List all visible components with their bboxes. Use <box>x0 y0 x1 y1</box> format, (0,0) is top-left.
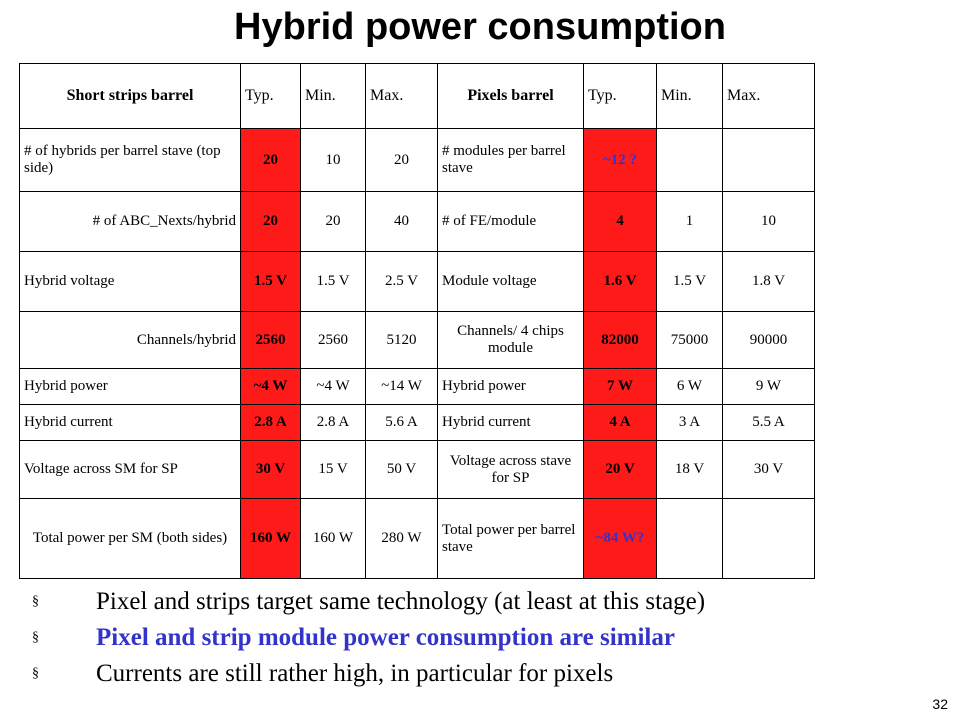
strips-param: Hybrid voltage <box>19 251 241 312</box>
pixels-typ: 1.6 V <box>583 251 657 312</box>
table-row: Hybrid power ~4 W ~4 W ~14 W Hybrid powe… <box>19 368 815 405</box>
pixels-max: 9 W <box>722 368 815 405</box>
pixels-max: 90000 <box>722 311 815 369</box>
pixels-param: # of FE/module <box>437 191 584 252</box>
strips-min: 15 V <box>300 440 366 499</box>
pixels-param: Module voltage <box>437 251 584 312</box>
header-short-strips-barrel: Short strips barrel <box>19 63 241 129</box>
power-table: Short strips barrel Typ. Min. Max. Pixel… <box>19 63 815 579</box>
strips-param: Channels/hybrid <box>19 311 241 369</box>
pixels-min <box>656 128 723 192</box>
table-row: Voltage across SM for SP 30 V 15 V 50 V … <box>19 440 815 499</box>
bullet-item-highlighted: § Pixel and strip module power consumpti… <box>30 620 950 656</box>
pixels-min: 3 A <box>656 404 723 441</box>
pixels-param: Total power per barrel stave <box>437 498 584 579</box>
strips-min: 20 <box>300 191 366 252</box>
strips-max: 5.6 A <box>365 404 438 441</box>
strips-max: ~14 W <box>365 368 438 405</box>
strips-typ: 2.8 A <box>240 404 301 441</box>
slide-title: Hybrid power consumption <box>234 6 726 48</box>
pixels-min: 6 W <box>656 368 723 405</box>
strips-param: Voltage across SM for SP <box>19 440 241 499</box>
strips-typ: 20 <box>240 128 301 192</box>
pixels-max: 10 <box>722 191 815 252</box>
strips-min: 2560 <box>300 311 366 369</box>
strips-param: Hybrid power <box>19 368 241 405</box>
header-pixels-barrel: Pixels barrel <box>437 63 584 129</box>
page-number: 32 <box>932 696 948 712</box>
strips-typ: 1.5 V <box>240 251 301 312</box>
bullet-marker-icon: § <box>32 594 39 609</box>
strips-max: 50 V <box>365 440 438 499</box>
pixels-typ: ~12 ? <box>583 128 657 192</box>
strips-min: 1.5 V <box>300 251 366 312</box>
pixels-min: 18 V <box>656 440 723 499</box>
header-pixels-typ: Typ. <box>583 63 657 129</box>
bullet-list: § Pixel and strips target same technolog… <box>30 584 950 692</box>
bullet-marker-icon: § <box>32 666 39 681</box>
table-row: Hybrid voltage 1.5 V 1.5 V 2.5 V Module … <box>19 251 815 312</box>
pixels-max: 1.8 V <box>722 251 815 312</box>
strips-min: 10 <box>300 128 366 192</box>
table-row: Hybrid current 2.8 A 2.8 A 5.6 A Hybrid … <box>19 404 815 441</box>
strips-param: # of hybrids per barrel stave (top side) <box>19 128 241 192</box>
header-pixels-max: Max. <box>722 63 815 129</box>
table-row: # of hybrids per barrel stave (top side)… <box>19 128 815 192</box>
header-pixels-min: Min. <box>656 63 723 129</box>
table-row: Channels/hybrid 2560 2560 5120 Channels/… <box>19 311 815 369</box>
header-strips-min: Min. <box>300 63 366 129</box>
pixels-param: Hybrid current <box>437 404 584 441</box>
pixels-param: Voltage across stave for SP <box>437 440 584 499</box>
strips-typ: 30 V <box>240 440 301 499</box>
pixels-typ: ~84 W? <box>583 498 657 579</box>
pixels-max: 30 V <box>722 440 815 499</box>
table-header-row: Short strips barrel Typ. Min. Max. Pixel… <box>19 63 815 129</box>
bullet-marker-icon: § <box>32 630 39 645</box>
bullet-text: Pixel and strip module power consumption… <box>96 624 675 651</box>
strips-max: 2.5 V <box>365 251 438 312</box>
strips-typ: 20 <box>240 191 301 252</box>
header-strips-max: Max. <box>365 63 438 129</box>
strips-param: Hybrid current <box>19 404 241 441</box>
strips-min: 2.8 A <box>300 404 366 441</box>
strips-typ: 160 W <box>240 498 301 579</box>
table-row: Total power per SM (both sides) 160 W 16… <box>19 498 815 579</box>
pixels-min: 1 <box>656 191 723 252</box>
strips-max: 5120 <box>365 311 438 369</box>
pixels-min <box>656 498 723 579</box>
strips-typ: 2560 <box>240 311 301 369</box>
pixels-min: 1.5 V <box>656 251 723 312</box>
pixels-min: 75000 <box>656 311 723 369</box>
pixels-typ: 20 V <box>583 440 657 499</box>
header-strips-typ: Typ. <box>240 63 301 129</box>
strips-param: Total power per SM (both sides) <box>19 498 241 579</box>
strips-min: ~4 W <box>300 368 366 405</box>
strips-max: 20 <box>365 128 438 192</box>
strips-max: 40 <box>365 191 438 252</box>
pixels-param: # modules per barrel stave <box>437 128 584 192</box>
pixels-max <box>722 498 815 579</box>
pixels-typ: 82000 <box>583 311 657 369</box>
bullet-text: Currents are still rather high, in parti… <box>96 660 614 687</box>
pixels-max <box>722 128 815 192</box>
pixels-typ: 4 A <box>583 404 657 441</box>
bullet-text: Pixel and strips target same technology … <box>96 588 706 615</box>
pixels-param: Channels/ 4 chips module <box>437 311 584 369</box>
pixels-param: Hybrid power <box>437 368 584 405</box>
strips-param: # of ABC_Nexts/hybrid <box>19 191 241 252</box>
strips-max: 280 W <box>365 498 438 579</box>
pixels-typ: 4 <box>583 191 657 252</box>
table-row: # of ABC_Nexts/hybrid 20 20 40 # of FE/m… <box>19 191 815 252</box>
strips-min: 160 W <box>300 498 366 579</box>
strips-typ: ~4 W <box>240 368 301 405</box>
pixels-typ: 7 W <box>583 368 657 405</box>
bullet-item: § Currents are still rather high, in par… <box>30 656 950 692</box>
bullet-item: § Pixel and strips target same technolog… <box>30 584 950 620</box>
pixels-max: 5.5 A <box>722 404 815 441</box>
